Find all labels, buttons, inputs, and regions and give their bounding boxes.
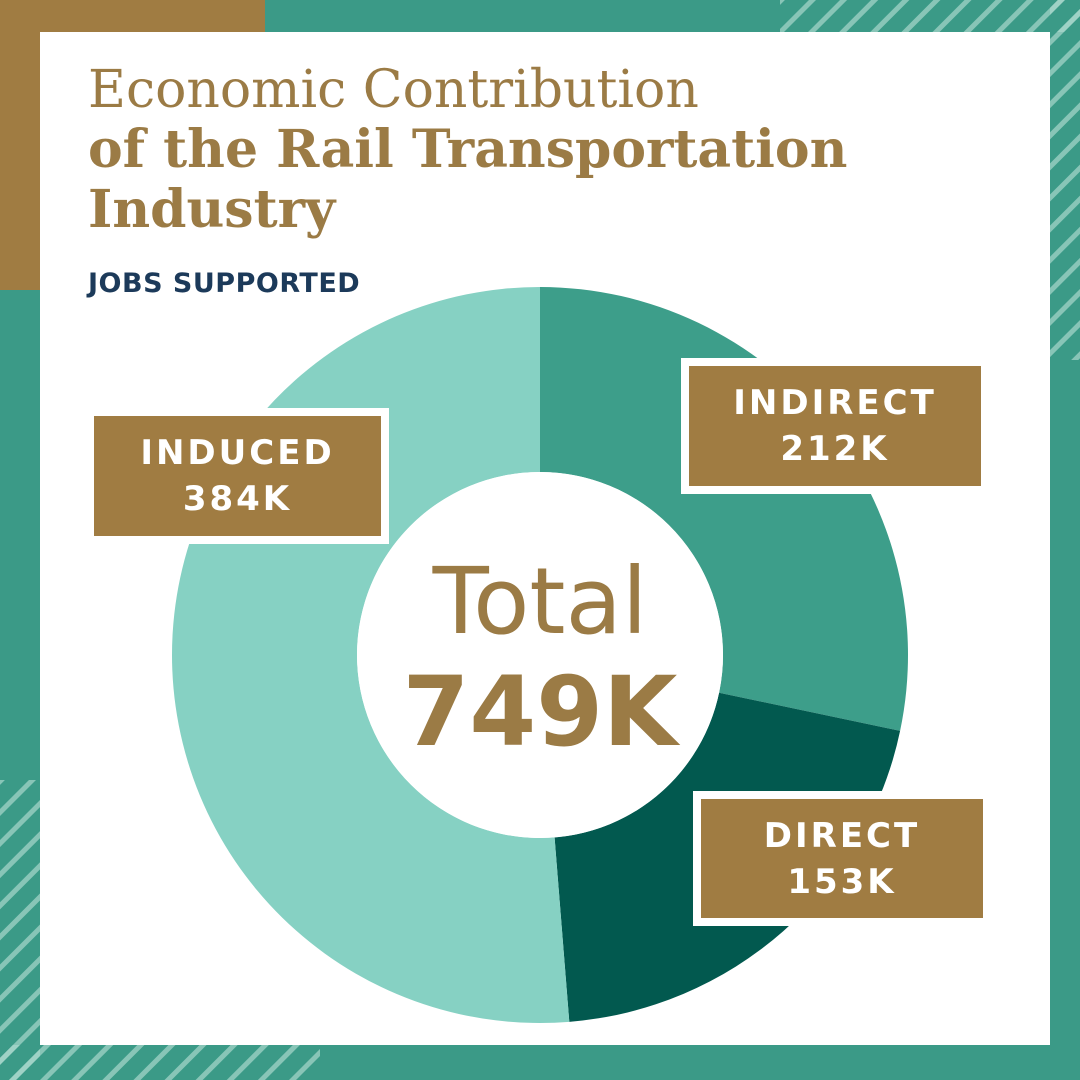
stripe-band: [0, 1045, 320, 1080]
label-box: [681, 358, 989, 494]
category-label: INDUCED: [140, 433, 334, 473]
value-label: 212K: [780, 429, 889, 469]
subtitle: JOBS SUPPORTED: [88, 268, 361, 299]
value-label: 384K: [183, 479, 292, 519]
donut-hole: [357, 472, 723, 838]
stripe-band: [1050, 0, 1080, 360]
center-value: 749K: [403, 656, 681, 768]
label-box: [693, 791, 991, 926]
category-label: INDIRECT: [733, 383, 937, 423]
title-emphasis: of the Rail Transportation Industry: [88, 119, 848, 240]
slice: [540, 287, 908, 731]
center-label: Total: [432, 548, 648, 655]
stripe-band: [0, 780, 40, 1080]
label-box: [86, 408, 389, 544]
title: Economic Contribution of the Rail Transp…: [88, 60, 1028, 240]
stripe-band: [780, 0, 1080, 32]
category-label: DIRECT: [764, 816, 920, 856]
value-label: 153K: [787, 862, 896, 902]
title-line: Economic Contribution: [88, 60, 699, 120]
